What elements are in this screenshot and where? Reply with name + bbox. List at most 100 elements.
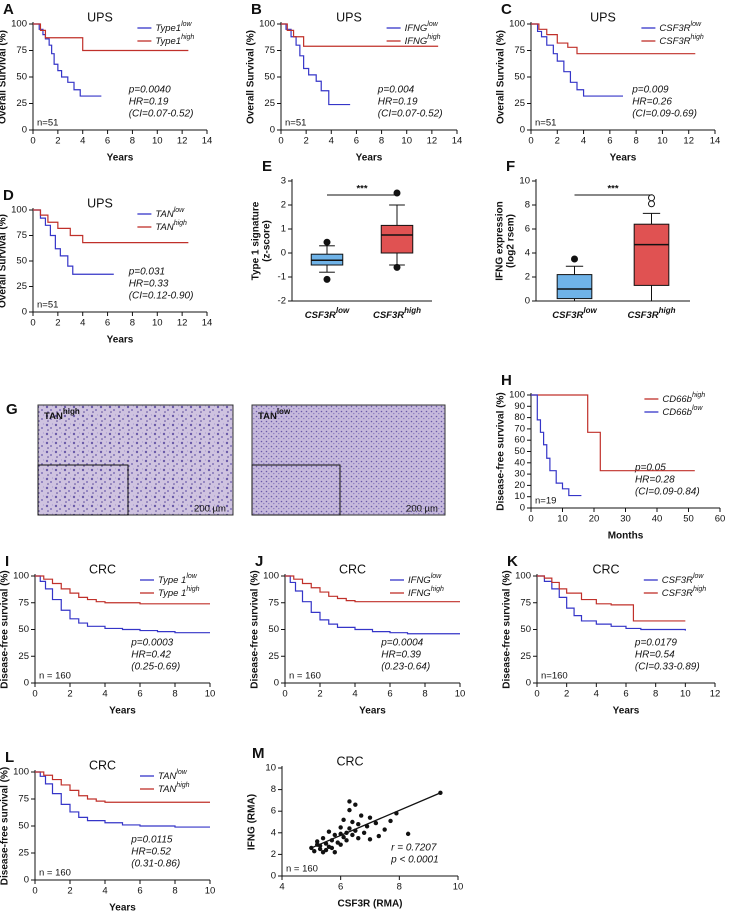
label-sup: high <box>63 407 80 416</box>
survival-curve <box>285 575 460 635</box>
annotation: p=0.0179 <box>634 638 677 649</box>
outlier <box>323 238 331 246</box>
y-tick-label: 50 <box>16 72 27 83</box>
y-tick-label: 75 <box>264 45 275 56</box>
y-tick-label: 60 <box>514 435 525 446</box>
legend-entry: Type1low <box>155 21 192 34</box>
y-tick-label: 75 <box>268 597 279 608</box>
y-axis-label: Disease-free survival (%) <box>496 392 507 510</box>
y-tick-label: 4 <box>525 248 530 259</box>
x-tick-label: CSF3Rlow <box>305 306 350 320</box>
point <box>376 833 381 839</box>
point <box>405 831 411 837</box>
survival-curve <box>35 771 210 803</box>
significance: *** <box>356 184 367 195</box>
outlier <box>571 255 578 263</box>
legend-name: IFNG <box>405 36 428 47</box>
y-tick-label: 50 <box>18 821 29 832</box>
legend-entry: IFNGhigh <box>408 586 444 599</box>
significance: *** <box>607 184 618 195</box>
annotation: HR=0.33 <box>129 279 169 290</box>
y-tick-label: 0 <box>281 248 286 259</box>
x-tick-label: 6 <box>607 136 612 147</box>
panel-letter: L <box>5 749 14 766</box>
x-axis-label: Years <box>109 706 136 717</box>
inset <box>251 464 341 516</box>
category-sup: high <box>404 306 421 315</box>
panel: B UPS 0 25 50 75 100 0 2 4 6 8 10 12 14 Overall Surviva… <box>246 1 463 164</box>
x-tick-label: 2 <box>303 136 308 147</box>
x-tick-label: 4 <box>102 886 107 897</box>
y-tick-label: 25 <box>268 651 279 662</box>
y-axis-label: Overall Survival (%) <box>0 214 9 308</box>
y-axis-label: Overall Survival (%) <box>0 30 9 124</box>
y-tick-label: 3 <box>281 176 286 187</box>
y-tick-label: 100 <box>509 390 525 401</box>
y-tick-label: 100 <box>509 19 525 30</box>
point <box>332 850 337 855</box>
point <box>320 836 326 841</box>
y-tick-label: 25 <box>514 98 525 109</box>
y-axis-label: IFNG (RMA) <box>247 794 258 850</box>
legend-entry: IFNGlow <box>405 21 439 34</box>
category-sup: high <box>659 306 676 315</box>
x-tick-label: 12 <box>710 689 721 700</box>
point <box>338 842 343 847</box>
legend-entry: CSF3Rlow <box>659 21 702 34</box>
x-tick-label: 40 <box>652 514 663 525</box>
legend-name: CD66b <box>662 394 692 405</box>
legend-entry: IFNGhigh <box>405 34 441 47</box>
panel-letter: A <box>3 1 14 18</box>
x-tick-label: 4 <box>594 689 599 700</box>
y-tick-label: -1 <box>278 272 286 283</box>
x-tick-label: 12 <box>177 136 188 147</box>
x-tick-label: 8 <box>633 136 638 147</box>
x-tick-label: 10 <box>401 136 412 147</box>
legend-entry: Type1high <box>155 34 194 47</box>
legend-sup: high <box>691 34 704 41</box>
annotation: HR=0.39 <box>381 650 421 661</box>
y-tick-label: 4 <box>271 827 276 838</box>
panel: A UPS 0 25 50 75 100 0 2 4 6 8 10 12 14 Overall Surviva… <box>0 1 212 164</box>
y-axis-label: Overall Survival (%) <box>496 30 507 124</box>
panel-letter: D <box>3 187 14 204</box>
category-sup: low <box>336 306 350 315</box>
x-tick-label: 4 <box>80 318 85 329</box>
legend-sup: low <box>691 21 702 28</box>
annotation: HR=0.54 <box>635 650 675 661</box>
y-tick-label: 0 <box>22 125 27 136</box>
box <box>380 224 414 254</box>
y-tick-label: 25 <box>520 651 531 662</box>
y-tick-label: 2 <box>281 200 286 211</box>
panel-letter: M <box>252 745 265 762</box>
x-tick-label: 6 <box>338 882 343 893</box>
y-tick-label: 8 <box>525 200 530 211</box>
annotation: p=0.05 <box>634 463 666 474</box>
legend-name: CSF3R <box>662 588 693 599</box>
annotation: r = 0.7207 <box>391 843 437 854</box>
chart-title: UPS <box>590 10 616 24</box>
label: TAN <box>44 411 63 422</box>
panel-letter: K <box>507 553 518 570</box>
y-tick-label: 50 <box>520 624 531 635</box>
x-tick-label: 8 <box>422 689 427 700</box>
annotation: HR=0.52 <box>131 847 171 858</box>
x-tick-label: 0 <box>30 318 35 329</box>
y-tick-label: 100 <box>11 19 27 30</box>
y-axis-label: Disease-free survival (%) <box>0 767 11 885</box>
legend-sup: high <box>181 34 194 41</box>
x-tick-label: 8 <box>130 318 135 329</box>
category: CSF3R <box>305 310 336 321</box>
n-label: n=160 <box>541 671 568 682</box>
n-label: n = 160 <box>39 671 71 682</box>
x-tick-label: 4 <box>329 136 334 147</box>
fit-line <box>311 792 441 849</box>
x-tick-label: 60 <box>715 514 726 525</box>
legend-entry: IFNGlow <box>408 573 442 586</box>
y-tick-label: 25 <box>18 848 29 859</box>
x-tick-label: 6 <box>623 689 628 700</box>
label: TAN <box>258 411 277 422</box>
outlier <box>393 263 401 271</box>
x-tick-label: 14 <box>452 136 463 147</box>
